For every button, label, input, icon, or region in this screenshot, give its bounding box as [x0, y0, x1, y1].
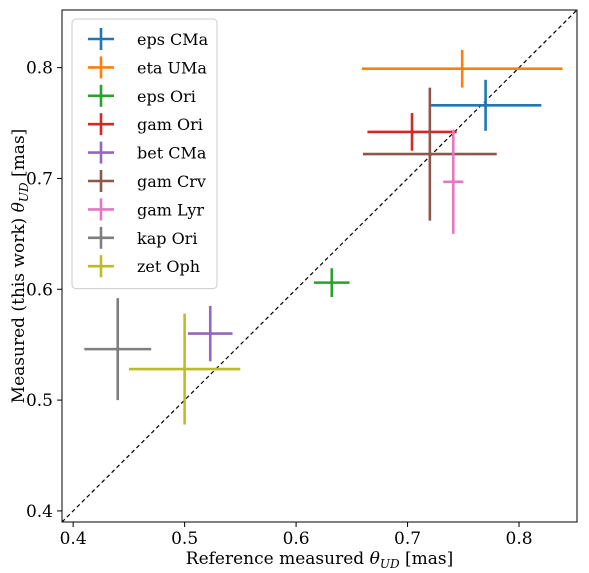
data-point-kap-ori [84, 298, 152, 401]
data-point-zet-oph [128, 313, 241, 425]
plot-area [62, 10, 577, 522]
data-marker [329, 280, 334, 285]
data-marker [483, 103, 488, 108]
x-tick-label: 0.7 [394, 529, 421, 549]
legend-label: gam Lyr [137, 200, 204, 219]
data-marker [410, 129, 415, 134]
legend-label: eps CMa [137, 30, 209, 49]
legend-entry-zet-oph: zet Oph [88, 255, 200, 278]
data-marker [427, 152, 432, 157]
x-tick-label: 0.8 [506, 529, 533, 549]
legend-entry-gam-ori: gam Ori [88, 113, 203, 136]
y-tick-label: 0.7 [26, 169, 53, 189]
x-tick-label: 0.5 [171, 529, 198, 549]
data-point-eps-cma [429, 79, 542, 131]
legend-label: eta UMa [137, 58, 207, 77]
legend-label: bet CMa [137, 144, 207, 163]
legend-entry-kap-ori: kap Ori [88, 226, 197, 249]
plot-frame [61, 9, 578, 523]
data-point-eps-ori [313, 268, 350, 298]
legend-entry-gam-crv: gam Crv [88, 170, 206, 192]
legend: eps CMa eta UMa eps Ori gam Ori bet CMa gam C… [71, 18, 218, 290]
data-point-gam-crv [362, 87, 497, 221]
x-tick-label: 0.6 [283, 529, 310, 549]
data-point-bet-cma [187, 305, 233, 362]
legend-entry-gam-lyr: gam Lyr [88, 198, 204, 221]
data-marker [460, 66, 465, 71]
data-point-eta-uma [361, 49, 563, 88]
y-tick-label: 0.6 [26, 280, 53, 300]
data-marker [182, 367, 187, 372]
y-tick-label: 0.5 [26, 391, 53, 411]
legend-label: eps Ori [137, 87, 196, 106]
y-axis-label: Measured (this work) θUD [mas] [9, 129, 31, 404]
data-point-gam-ori [367, 113, 457, 151]
legend-label: gam Ori [137, 115, 203, 134]
reference-line-y-equals-x [62, 10, 577, 522]
legend-entry-eps-ori: eps Ori [88, 84, 196, 107]
legend-entry-bet-cma: bet CMa [88, 141, 207, 164]
legend-entry-eta-uma: eta UMa [88, 56, 207, 79]
y-tick-label: 0.4 [26, 502, 53, 522]
legend-entry-eps-cma: eps CMa [88, 28, 209, 50]
axes: 0.4 0.5 0.6 0.7 0.8 0.4 0.5 0.6 0.7 0.8 [26, 9, 578, 549]
x-tick-label: 0.4 [60, 529, 87, 549]
legend-label: gam Crv [137, 172, 206, 191]
data-marker [208, 331, 213, 336]
data-marker [451, 179, 456, 184]
legend-label: kap Ori [137, 229, 197, 248]
legend-box [71, 18, 218, 290]
data-marker [115, 347, 120, 352]
x-axis-label: Reference measured θUD [mas] [186, 549, 453, 571]
data-point-gam-lyr [443, 129, 464, 234]
y-tick-label: 0.8 [26, 59, 53, 79]
legend-label: zet Oph [137, 257, 200, 276]
